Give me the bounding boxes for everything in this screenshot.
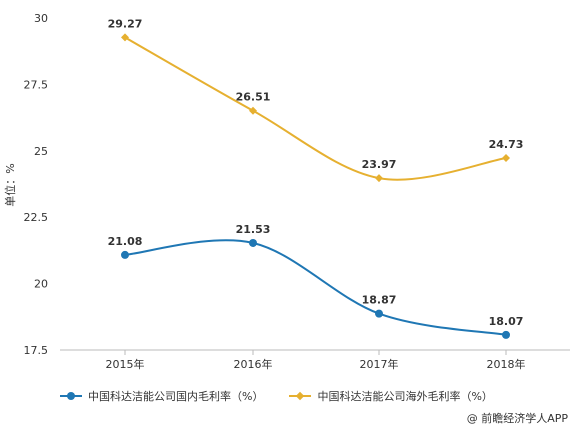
data-label: 29.27 xyxy=(108,17,143,30)
data-label: 23.97 xyxy=(362,158,397,171)
x-tick-label: 2018年 xyxy=(487,357,526,371)
y-axis-label: 单位：% xyxy=(3,163,17,206)
legend: 中国科达洁能公司国内毛利率（%） 中国科达洁能公司海外毛利率（%） xyxy=(60,388,493,404)
legend-item-overseas[interactable]: 中国科达洁能公司海外毛利率（%） xyxy=(289,388,493,404)
data-label: 26.51 xyxy=(236,91,271,104)
data-point xyxy=(249,238,257,247)
data-point xyxy=(249,106,257,115)
legend-swatch-domestic xyxy=(60,391,82,401)
data-point xyxy=(375,174,383,183)
data-point xyxy=(121,33,129,42)
legend-swatch-overseas xyxy=(289,391,312,401)
data-label: 21.53 xyxy=(236,223,271,236)
series-line-1 xyxy=(124,36,507,181)
series-layer xyxy=(121,33,510,339)
data-point xyxy=(375,309,383,318)
x-axis: 2015年 2016年 2017年 2018年 xyxy=(60,349,570,371)
x-tick-label: 2015年 xyxy=(106,357,145,371)
y-tick-label: 27.5 xyxy=(24,78,49,91)
data-label: 24.73 xyxy=(489,138,524,151)
data-label: 18.87 xyxy=(362,294,397,307)
data-point xyxy=(502,330,510,339)
source-credit: @ 前瞻经济学人APP xyxy=(466,412,568,425)
data-point xyxy=(121,250,129,259)
x-tick-label: 2016年 xyxy=(234,357,273,371)
y-tick-label: 25 xyxy=(34,145,48,158)
y-tick-label: 30 xyxy=(34,12,48,25)
legend-item-domestic[interactable]: 中国科达洁能公司国内毛利率（%） xyxy=(60,388,263,404)
data-label: 18.07 xyxy=(489,315,524,328)
data-point xyxy=(502,153,510,162)
y-tick-label: 22.5 xyxy=(24,211,49,224)
data-label: 21.08 xyxy=(108,235,143,248)
y-axis: 17.5 20 22.5 25 27.5 30 xyxy=(24,12,49,357)
legend-label-overseas: 中国科达洁能公司海外毛利率（%） xyxy=(317,390,493,403)
legend-label-domestic: 中国科达洁能公司国内毛利率（%） xyxy=(88,390,264,403)
y-tick-label: 17.5 xyxy=(24,344,49,357)
data-labels: 21.08 21.53 18.87 18.07 29.27 26.51 23.97 24.73 xyxy=(108,17,524,327)
y-tick-label: 20 xyxy=(34,278,48,291)
x-tick-label: 2017年 xyxy=(360,357,399,371)
series-line-0 xyxy=(124,239,507,336)
